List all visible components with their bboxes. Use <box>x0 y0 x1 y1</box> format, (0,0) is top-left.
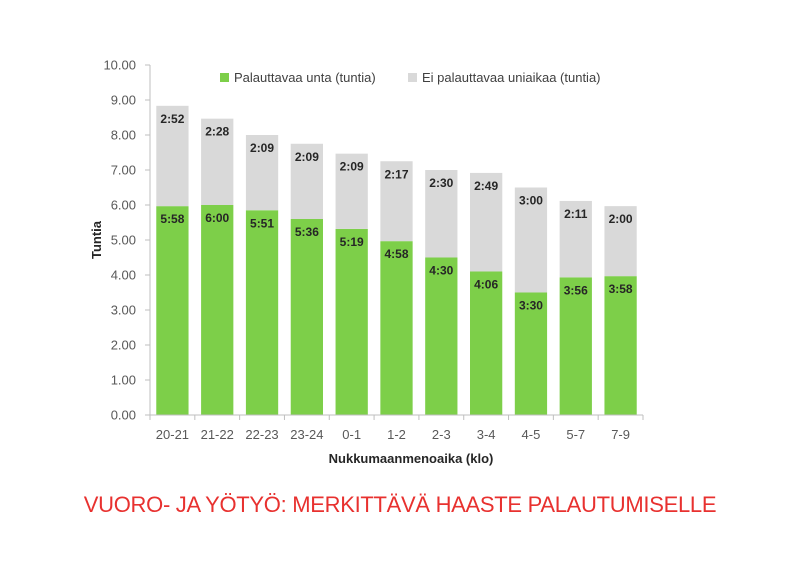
y-tick-label: 4.00 <box>111 268 136 283</box>
data-label-recovering: 5:51 <box>250 216 274 230</box>
legend-item-recovering: Palauttavaa unta (tuntia) <box>220 70 376 85</box>
data-label-recovering: 3:58 <box>609 282 633 296</box>
bar-recovering-sleep <box>470 271 503 415</box>
legend-swatch-non-recovering <box>408 73 417 82</box>
bar-group: 5:58 2:52 <box>156 105 189 415</box>
bar-group: 5:51 2:09 <box>245 135 279 415</box>
y-axis: 0.00 1.00 2.00 3.00 4.00 5.00 6.00 7.00 8.00 9.00… <box>103 58 151 423</box>
data-label-recovering: 5:36 <box>295 225 319 239</box>
bar-non-recovering-sleep <box>290 143 323 219</box>
data-label-recovering: 4:58 <box>384 247 408 261</box>
bar-recovering-sleep <box>380 241 413 415</box>
data-label-non-recovering: 2:09 <box>340 160 364 174</box>
bar-non-recovering-sleep <box>425 170 458 258</box>
x-tick-label: 3-4 <box>477 427 496 442</box>
data-label-non-recovering: 2:00 <box>609 212 633 226</box>
x-axis: 20-21 21-22 22-23 23-24 0-1 1-2 2-3 3-4 4-5 5-7 7-… <box>149 414 644 442</box>
bar-recovering-sleep <box>335 228 368 415</box>
bar-non-recovering-sleep <box>335 153 368 229</box>
data-label-non-recovering: 2:30 <box>429 176 453 190</box>
x-tick-label: 0-1 <box>342 427 361 442</box>
bar-group: 3:58 2:00 <box>604 206 637 415</box>
x-axis-title: Nukkumaanmenoaika (klo) <box>329 451 494 466</box>
bar-group: 4:58 2:17 <box>380 161 413 415</box>
y-tick-label: 8.00 <box>111 128 136 143</box>
data-label-non-recovering: 2:09 <box>295 150 319 164</box>
y-tick-label: 10.00 <box>103 58 136 73</box>
x-tick-label: 1-2 <box>387 427 406 442</box>
data-label-recovering: 5:19 <box>340 235 364 249</box>
y-tick-label: 3.00 <box>111 303 136 318</box>
y-tick-label: 2.00 <box>111 338 136 353</box>
stacked-bar-chart: Palauttavaa unta (tuntia) Ei palauttavaa … <box>89 58 644 466</box>
bar-non-recovering-sleep <box>380 161 413 242</box>
data-label-non-recovering: 2:52 <box>160 112 184 126</box>
data-label-recovering: 6:00 <box>205 211 229 225</box>
x-tick-label: 5-7 <box>566 427 585 442</box>
y-tick-label: 9.00 <box>111 93 136 108</box>
bar-non-recovering-sleep <box>514 187 548 293</box>
data-label-recovering: 5:58 <box>160 212 184 226</box>
bar-group: 5:19 2:09 <box>335 153 368 415</box>
bar-recovering-sleep <box>514 292 548 415</box>
data-label-non-recovering: 3:00 <box>519 194 543 208</box>
data-label-recovering: 3:56 <box>564 283 588 297</box>
bar-group: 5:36 2:09 <box>290 143 323 415</box>
data-label-recovering: 4:30 <box>429 264 453 278</box>
x-tick-label: 20-21 <box>156 427 189 442</box>
bar-group: 4:06 2:49 <box>470 172 503 415</box>
bar-non-recovering-sleep <box>201 118 234 205</box>
y-tick-label: 5.00 <box>111 233 136 248</box>
y-tick-label: 1.00 <box>111 373 136 388</box>
bar-non-recovering-sleep <box>559 200 592 278</box>
legend-label-non-recovering: Ei palauttavaa uniaikaa (tuntia) <box>422 70 601 85</box>
data-label-non-recovering: 2:49 <box>474 179 498 193</box>
x-tick-label: 4-5 <box>522 427 541 442</box>
legend-item-non-recovering: Ei palauttavaa uniaikaa (tuntia) <box>408 70 601 85</box>
data-label-recovering: 3:30 <box>519 299 543 313</box>
y-axis-title: Tuntia <box>89 220 104 259</box>
bar-non-recovering-sleep <box>604 206 637 277</box>
bar-recovering-sleep <box>201 205 234 415</box>
y-tick-label: 7.00 <box>111 163 136 178</box>
footer-title: VUORO- JA YÖTYÖ: MERKITTÄVÄ HAASTE PALAU… <box>83 492 717 517</box>
bar-recovering-sleep <box>559 277 592 415</box>
bar-non-recovering-sleep <box>245 135 279 211</box>
data-label-non-recovering: 2:28 <box>205 125 229 139</box>
x-tick-label: 21-22 <box>201 427 234 442</box>
data-label-non-recovering: 2:09 <box>250 141 274 155</box>
bar-recovering-sleep <box>156 206 189 415</box>
bar-recovering-sleep <box>290 219 323 415</box>
y-tick-label: 0.00 <box>111 408 136 423</box>
bar-recovering-sleep <box>425 257 458 415</box>
x-tick-label: 7-9 <box>611 427 630 442</box>
data-label-non-recovering: 2:11 <box>564 207 588 221</box>
legend-swatch-recovering <box>220 73 229 82</box>
bar-recovering-sleep <box>245 210 279 415</box>
data-label-non-recovering: 2:17 <box>384 167 408 181</box>
bar-recovering-sleep <box>604 276 637 415</box>
x-tick-label: 2-3 <box>432 427 451 442</box>
bar-group: 4:30 2:30 <box>425 170 458 415</box>
legend-label-recovering: Palauttavaa unta (tuntia) <box>234 70 376 85</box>
x-tick-label: 23-24 <box>290 427 323 442</box>
data-label-recovering: 4:06 <box>474 278 498 292</box>
bar-group: 3:30 3:00 <box>514 187 548 415</box>
y-tick-label: 6.00 <box>111 198 136 213</box>
chart-legend: Palauttavaa unta (tuntia) Ei palauttavaa … <box>220 70 601 85</box>
bars: 5:58 2:52 6:00 2:28 5:51 2:09 5:36 2:09 5:19 2:09… <box>156 105 637 415</box>
bar-group: 6:00 2:28 <box>201 118 234 415</box>
x-tick-label: 22-23 <box>245 427 278 442</box>
bar-non-recovering-sleep <box>470 172 503 272</box>
bar-non-recovering-sleep <box>156 105 189 207</box>
bar-group: 3:56 2:11 <box>559 200 592 415</box>
